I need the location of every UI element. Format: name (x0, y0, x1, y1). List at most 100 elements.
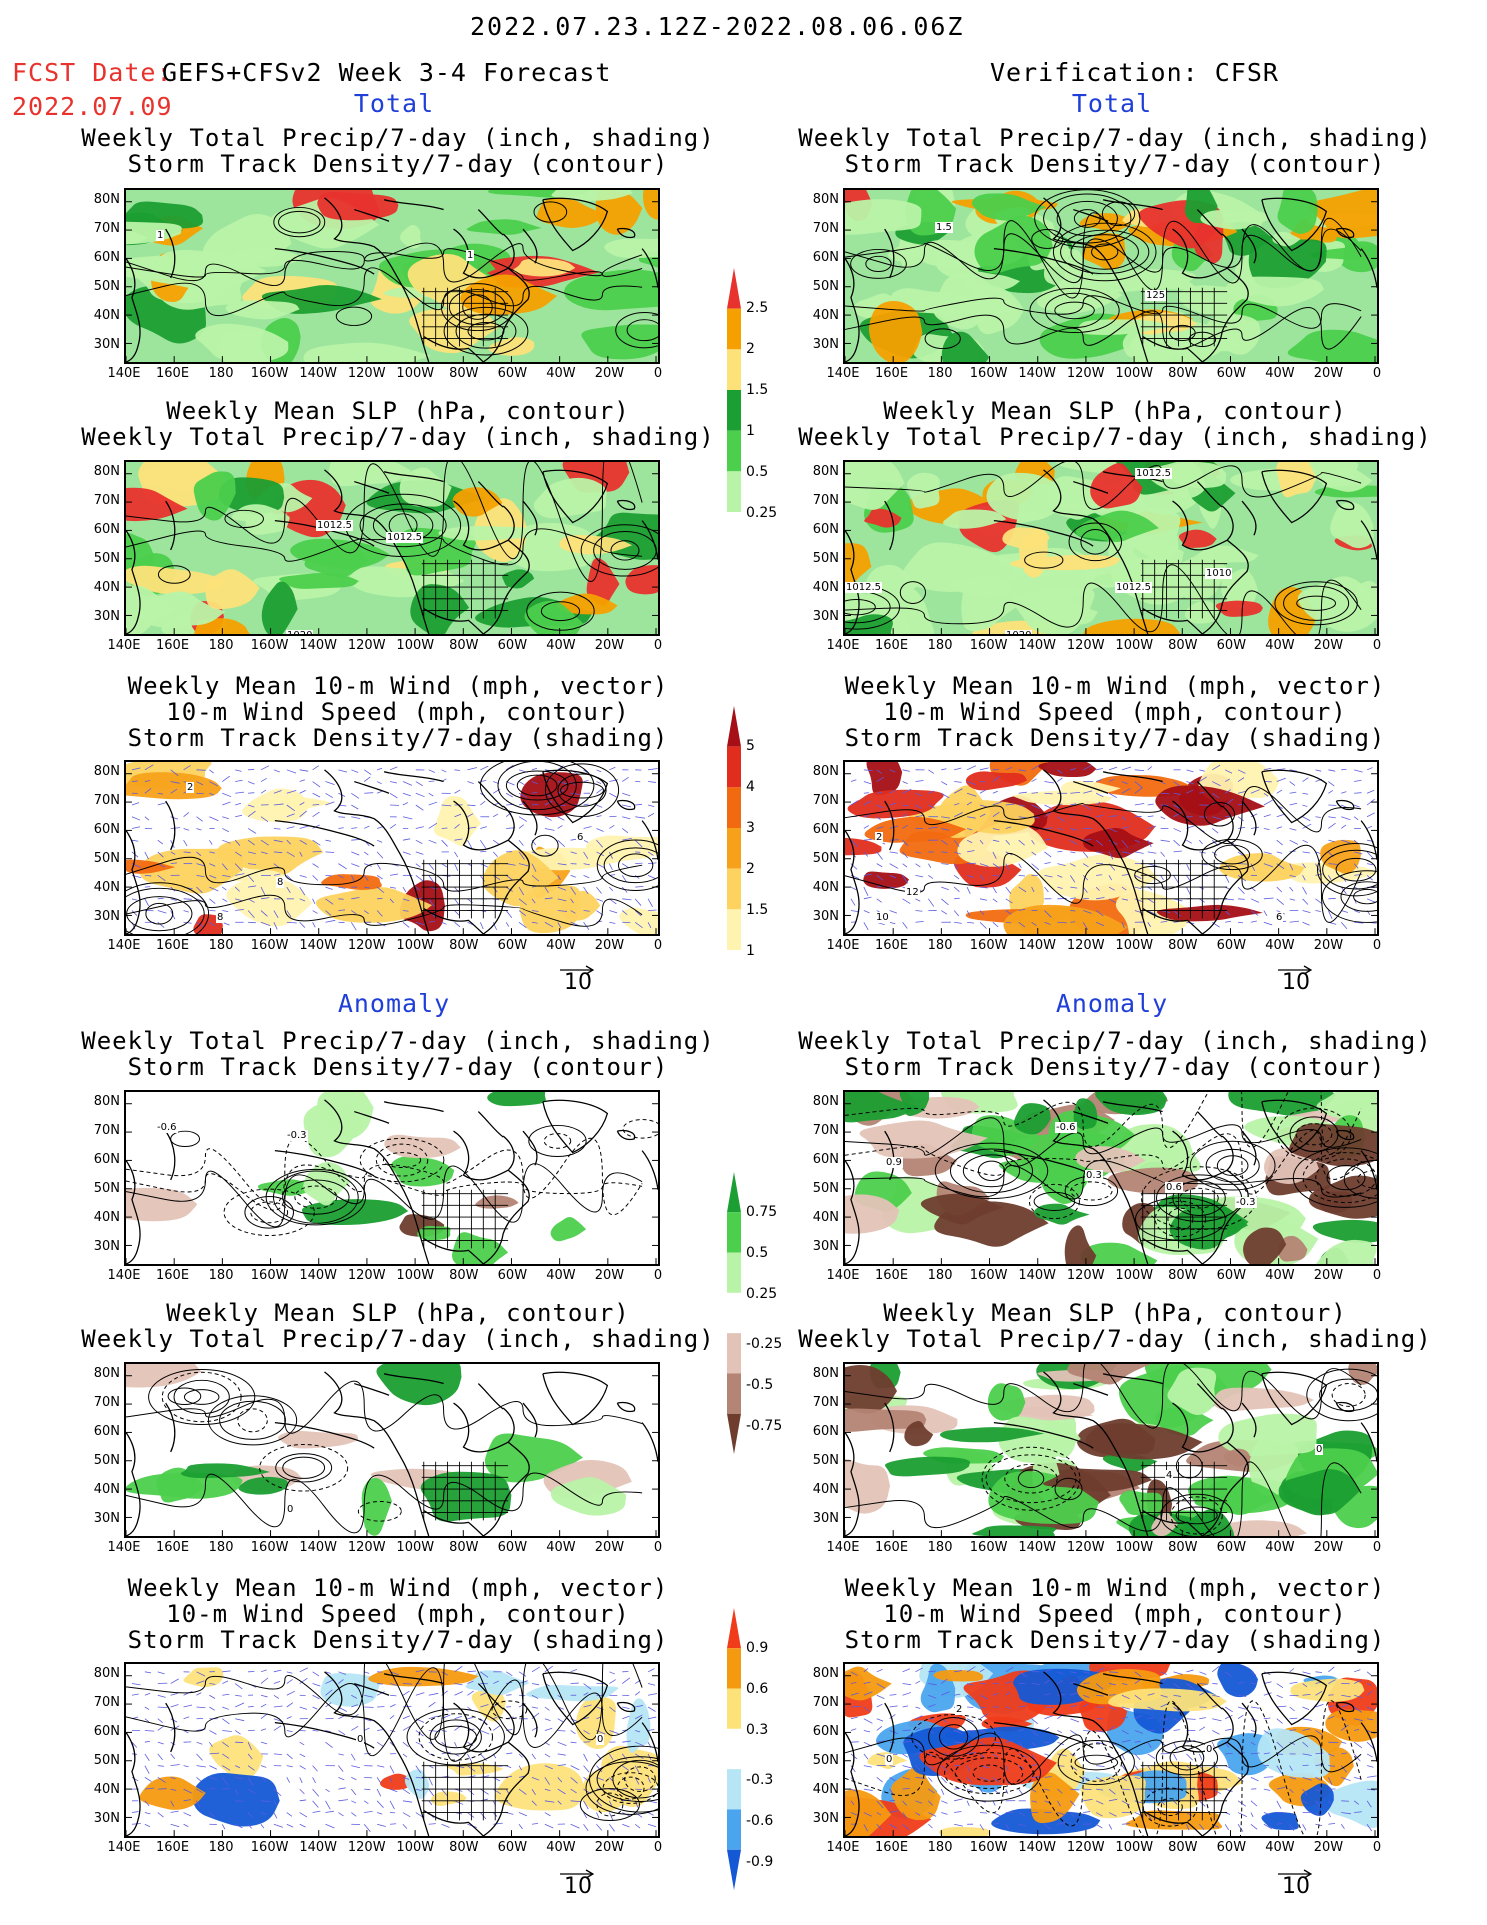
lat-tick-label: 70N (93, 1395, 120, 1410)
fcst-date-value: 2022.07.09 (12, 92, 173, 121)
contour-label: -0.3 (1235, 1197, 1257, 1208)
panel-title-line: Storm Track Density/7-day (shading) (127, 1626, 669, 1654)
map-wind_std-total-verification: 2 12 10 6 (843, 760, 1379, 936)
lat-tick-label: 50N (93, 851, 120, 866)
lon-tick-label: 20W (594, 366, 625, 381)
lon-tick-label: 60W (1216, 366, 1247, 381)
colorbar-tick-label: 2.5 (746, 300, 769, 316)
panel-title-line: Weekly Total Precip/7-day (inch, shading… (798, 423, 1432, 451)
lon-tick-label: 100W (396, 638, 435, 653)
vector-reference-arrow (560, 960, 595, 975)
lon-tick-label: 160E (156, 638, 190, 653)
panel-title-line: Weekly Mean SLP (hPa, contour) (883, 1299, 1347, 1327)
contour-label: 0 (885, 1754, 894, 1765)
contour-label: 1 (156, 230, 165, 241)
lon-tick-label: 20W (1313, 1840, 1344, 1855)
fcst-date-label: FCST Date: (12, 58, 173, 87)
contour-label: 1020 (1005, 630, 1033, 634)
lon-tick-label: 180 (208, 366, 234, 381)
lat-tick-label: 50N (812, 279, 839, 294)
lon-tick-label: 160E (875, 366, 909, 381)
lon-tick-label: 40W (546, 1268, 576, 1283)
contour-label: 1 (466, 250, 475, 261)
lat-tick-label: 30N (812, 1811, 839, 1826)
contour-label: 1012.5 (316, 520, 353, 531)
map-wind_std-anom-verification: 0 2 0 (843, 1662, 1379, 1838)
contour-label: 8 (216, 912, 225, 923)
lon-tick-label: 20W (1313, 938, 1344, 953)
lon-tick-label: 160W (969, 1840, 1008, 1855)
lon-tick-label: 160E (875, 1840, 909, 1855)
lon-tick-label: 180 (927, 638, 953, 653)
lat-tick-label: 70N (93, 493, 120, 508)
colorbar-precip_total (727, 268, 741, 512)
lon-tick-label: 20W (1313, 1540, 1344, 1555)
lat-tick-label: 30N (93, 1811, 120, 1826)
colorbar-tick-label: -0.6 (746, 1813, 774, 1829)
lon-tick-label: 120W (1066, 938, 1105, 953)
period-title: 2022.07.23.12Z-2022.08.06.06Z (470, 12, 965, 41)
vector-reference-value: 10 (564, 970, 592, 995)
panel-title-line: Weekly Mean SLP (hPa, contour) (166, 1299, 630, 1327)
colorbar-tick-label: 0.5 (746, 464, 769, 480)
lat-tick-label: 60N (93, 1724, 120, 1739)
lat-tick-label: 50N (93, 1753, 120, 1768)
lat-tick-label: 60N (93, 822, 120, 837)
lon-tick-label: 140W (1018, 638, 1056, 653)
contour-label: 6 (576, 832, 585, 843)
lat-tick-label: 30N (812, 337, 839, 352)
panel-title-line: 10-m Wind Speed (mph, contour) (166, 698, 630, 726)
lat-tick-label: 60N (812, 822, 839, 837)
contour-label: 4 (1165, 1470, 1174, 1481)
map-slp_precip-anom-forecast: 0 (124, 1362, 660, 1538)
colorbar-tick-label: -0.5 (746, 1377, 774, 1393)
lat-tick-label: 40N (93, 580, 120, 595)
contour-label: 12 (905, 887, 920, 898)
lat-tick-label: 80N (812, 1666, 839, 1681)
panel-title-line: Weekly Mean 10-m Wind (mph, vector) (127, 1574, 669, 1602)
lat-tick-label: 80N (93, 192, 120, 207)
vector-reference-arrow (560, 1864, 595, 1879)
lon-tick-label: 40W (546, 1540, 576, 1555)
lat-tick-label: 80N (812, 1094, 839, 1109)
panel-title-line: Weekly Mean SLP (hPa, contour) (166, 397, 630, 425)
lon-tick-label: 60W (1216, 1268, 1247, 1283)
lon-tick-label: 100W (1115, 1540, 1154, 1555)
lon-tick-label: 120W (1066, 1540, 1105, 1555)
lat-tick-label: 70N (93, 793, 120, 808)
vector-reference-value: 10 (1282, 1874, 1310, 1899)
lat-tick-label: 30N (93, 909, 120, 924)
lon-tick-label: 0 (1372, 366, 1382, 381)
contour-label: 0.3 (1085, 1170, 1103, 1181)
colorbar-tick-label: -0.75 (746, 1418, 783, 1434)
lat-tick-label: 40N (93, 1210, 120, 1225)
lon-tick-label: 120W (347, 638, 386, 653)
lat-tick-label: 50N (93, 1181, 120, 1196)
panel-title-line: Storm Track Density/7-day (contour) (127, 150, 669, 178)
lon-tick-label: 120W (1066, 1840, 1105, 1855)
lon-tick-label: 20W (594, 938, 625, 953)
lon-tick-label: 80W (449, 1268, 479, 1283)
lat-tick-label: 40N (93, 1482, 120, 1497)
lon-tick-label: 80W (1168, 366, 1198, 381)
lat-tick-label: 50N (812, 1453, 839, 1468)
lon-tick-label: 80W (449, 938, 479, 953)
lon-tick-label: 60W (497, 1268, 528, 1283)
lon-tick-label: 60W (1216, 938, 1247, 953)
lon-tick-label: 100W (1115, 638, 1154, 653)
contour-label: 10 (875, 912, 890, 923)
lon-tick-label: 0 (1372, 1268, 1382, 1283)
lon-tick-label: 60W (1216, 638, 1247, 653)
lon-tick-label: 160E (156, 1268, 190, 1283)
contour-label: 2 (186, 782, 195, 793)
lon-tick-label: 180 (927, 1840, 953, 1855)
lon-tick-label: 140E (107, 1840, 141, 1855)
lat-tick-label: 30N (93, 337, 120, 352)
panel-title-line: Weekly Mean 10-m Wind (mph, vector) (844, 1574, 1386, 1602)
lon-tick-label: 140E (826, 938, 860, 953)
lon-tick-label: 0 (653, 1268, 663, 1283)
lon-tick-label: 120W (347, 938, 386, 953)
lat-tick-label: 30N (93, 609, 120, 624)
map-wind_std-total-forecast: 2 6 8 8 (124, 760, 660, 936)
